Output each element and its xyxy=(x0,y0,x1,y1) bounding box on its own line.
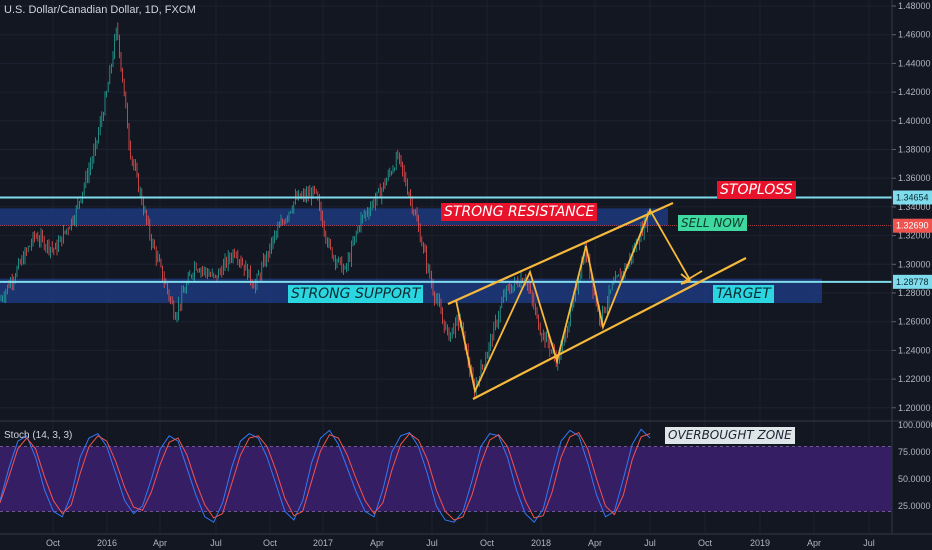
stoploss-label: STOPLOSS xyxy=(717,181,796,199)
y-tick-label: 1.28000 xyxy=(898,288,931,298)
zigzag-wave xyxy=(455,207,691,394)
x-tick-label: Jul xyxy=(426,538,438,548)
price-tag xyxy=(893,274,932,289)
y-tick-label: 1.24000 xyxy=(898,345,931,355)
stoch-d-line xyxy=(0,431,651,521)
target-label: TARGET xyxy=(713,285,774,303)
y-tick-label: 1.20000 xyxy=(898,403,931,413)
target-arrow-head xyxy=(681,270,703,284)
x-tick-label: Oct xyxy=(480,538,495,548)
stoch-y-tick-label: 50.0000 xyxy=(898,474,931,484)
x-tick-label: 2019 xyxy=(750,538,770,548)
stoch-y-tick-label: 75.0000 xyxy=(898,447,931,457)
stoch-y-tick-label: 100.0000 xyxy=(898,420,932,430)
price-tag-label: 1.32690 xyxy=(896,221,929,231)
x-tick-label: Apr xyxy=(370,538,384,548)
y-tick-label: 1.30000 xyxy=(898,259,931,269)
strong-support-label: STRONG SUPPORT xyxy=(288,285,424,303)
x-tick-label: Oct xyxy=(698,538,713,548)
x-tick-label: Oct xyxy=(263,538,278,548)
x-tick-label: Oct xyxy=(46,538,61,548)
stoch-k-line xyxy=(0,428,651,523)
channel-upper-line xyxy=(447,201,674,306)
x-tick-label: Jul xyxy=(863,538,875,548)
x-tick-label: Apr xyxy=(807,538,821,548)
sell-now-label: SELL NOW xyxy=(678,215,747,231)
y-tick-label: 1.48000 xyxy=(898,1,931,11)
y-tick-label: 1.32000 xyxy=(898,231,931,241)
target-arrow-tip xyxy=(680,273,692,285)
price-tag xyxy=(893,190,932,205)
y-tick-label: 1.42000 xyxy=(898,87,931,97)
x-tick-label: 2016 xyxy=(97,538,117,548)
symbol-title: U.S. Dollar/Canadian Dollar, 1D, FXCM xyxy=(4,4,196,16)
strong-resistance-label: STRONG RESISTANCE xyxy=(441,203,598,221)
y-tick-label: 1.44000 xyxy=(898,58,931,68)
x-tick-label: Apr xyxy=(153,538,167,548)
y-tick-label: 1.46000 xyxy=(898,30,931,40)
x-tick-label: 2018 xyxy=(531,538,551,548)
overbought-zone-label: OVERBOUGHT ZONE xyxy=(665,427,795,444)
channel-lower-line xyxy=(472,257,747,400)
stoch-band xyxy=(0,446,892,512)
price-tag-label: 1.34654 xyxy=(896,193,929,203)
y-tick-label: 1.22000 xyxy=(898,374,931,384)
x-tick-label: Jul xyxy=(644,538,656,548)
y-tick-label: 1.26000 xyxy=(898,317,931,327)
price-tag xyxy=(893,218,932,233)
y-tick-label: 1.34000 xyxy=(898,202,931,212)
x-tick-label: Jul xyxy=(210,538,222,548)
x-tick-label: 2017 xyxy=(313,538,333,548)
y-tick-label: 1.40000 xyxy=(898,116,931,126)
x-tick-label: Apr xyxy=(588,538,602,548)
y-tick-label: 1.36000 xyxy=(898,173,931,183)
stoch-title: Stoch (14, 3, 3) xyxy=(4,430,73,441)
price-tag-label: 1.28778 xyxy=(896,277,929,287)
y-tick-label: 1.38000 xyxy=(898,145,931,155)
stoch-y-tick-label: 25.0000 xyxy=(898,501,931,511)
